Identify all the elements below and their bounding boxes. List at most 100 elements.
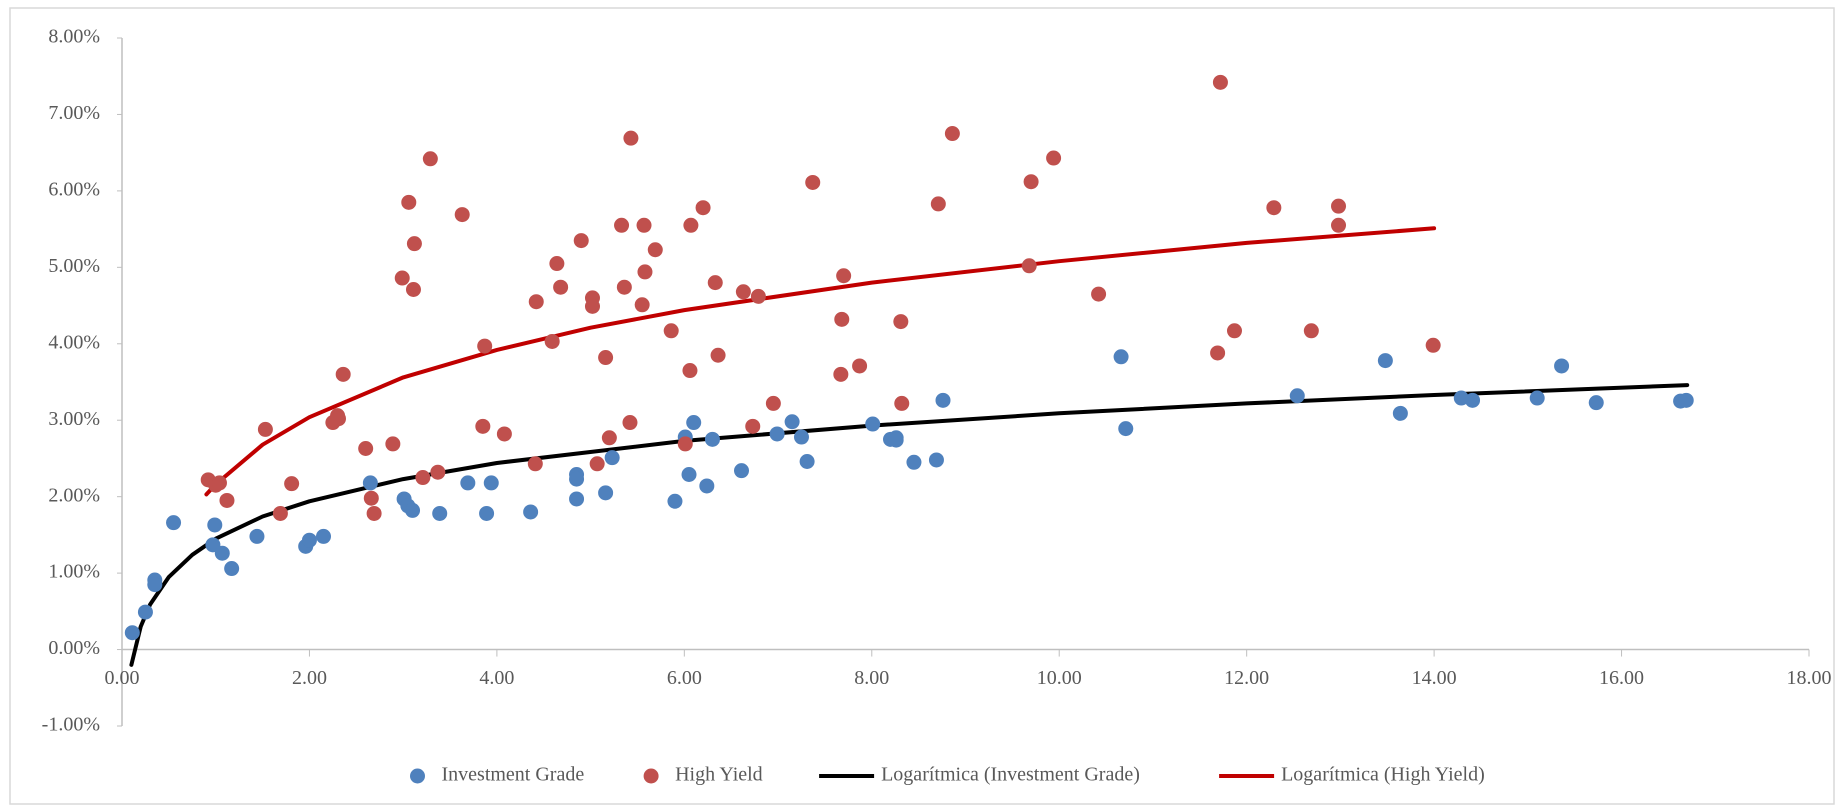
scatter-point xyxy=(636,217,652,233)
scatter-point xyxy=(401,194,417,210)
scatter-point xyxy=(805,174,821,190)
scatter-point xyxy=(704,431,720,447)
scatter-point xyxy=(496,426,512,442)
scatter-point xyxy=(137,604,153,620)
scatter-point xyxy=(569,491,585,507)
trend-line xyxy=(129,383,1690,667)
scatter-point xyxy=(799,454,815,470)
scatter-point xyxy=(623,130,639,146)
scatter-point xyxy=(765,395,781,411)
scatter-point xyxy=(366,505,382,521)
scatter-point xyxy=(852,358,868,374)
scatter-point xyxy=(1289,388,1305,404)
scatter-point xyxy=(528,294,544,310)
x-tick-label: 12.00 xyxy=(1224,667,1269,689)
scatter-point xyxy=(1303,323,1319,339)
scatter-point xyxy=(667,493,683,509)
x-tick-label: 10.00 xyxy=(1037,667,1082,689)
scatter-point xyxy=(1465,392,1481,408)
scatter-point xyxy=(589,456,605,472)
scatter-point xyxy=(207,517,223,533)
scatter-point xyxy=(601,430,617,446)
x-tick-label: 16.00 xyxy=(1599,667,1644,689)
scatter-point xyxy=(928,452,944,468)
y-tick-label: 0.00% xyxy=(48,637,100,659)
scatter-point xyxy=(335,366,351,382)
y-tick-label: 6.00% xyxy=(48,178,100,200)
scatter-point xyxy=(211,475,227,491)
scatter-point xyxy=(1377,353,1393,369)
scatter-point xyxy=(681,466,697,482)
scatter-point xyxy=(330,411,346,427)
scatter-point xyxy=(454,207,470,223)
scatter-point xyxy=(906,454,922,470)
scatter-point xyxy=(734,463,750,479)
scatter-point xyxy=(362,475,378,491)
scatter-point xyxy=(893,314,909,330)
scatter-point xyxy=(363,490,379,506)
y-tick-label: 4.00% xyxy=(48,331,100,353)
scatter-point xyxy=(710,347,726,363)
scatter-point xyxy=(549,256,565,272)
scatter-point xyxy=(477,338,493,354)
scatter-point xyxy=(224,561,240,577)
x-tick-label: 14.00 xyxy=(1412,667,1457,689)
scatter-point xyxy=(935,392,951,408)
scatter-point xyxy=(475,418,491,434)
scatter-point xyxy=(707,275,723,291)
scatter-point xyxy=(460,475,476,491)
scatter-point xyxy=(944,126,960,142)
scatter-point xyxy=(432,505,448,521)
scatter-point xyxy=(1331,198,1347,214)
scatter-point xyxy=(406,236,422,252)
y-tick-label: 7.00% xyxy=(48,102,100,124)
x-tick-label: 2.00 xyxy=(292,667,327,689)
scatter-point xyxy=(1554,358,1570,374)
scatter-point xyxy=(598,350,614,366)
scatter-point xyxy=(888,432,904,448)
scatter-point xyxy=(604,450,620,466)
scatter-point xyxy=(569,471,585,487)
legend-marker xyxy=(410,768,425,784)
scatter-point xyxy=(784,414,800,430)
scatter-point xyxy=(147,577,163,593)
scatter-point xyxy=(405,282,421,298)
y-tick-label: 8.00% xyxy=(48,26,100,48)
x-tick-label: 18.00 xyxy=(1787,667,1832,689)
scatter-point xyxy=(1118,421,1134,437)
scatter-point xyxy=(394,270,410,286)
y-tick-label: 5.00% xyxy=(48,255,100,277)
x-tick-label: 6.00 xyxy=(667,667,702,689)
scatter-point xyxy=(793,429,809,445)
scatter-point xyxy=(385,436,401,452)
scatter-point xyxy=(1091,286,1107,302)
x-tick-label: 0.00 xyxy=(105,667,140,689)
scatter-point xyxy=(430,464,446,480)
y-tick-label: 2.00% xyxy=(48,484,100,506)
scatter-point xyxy=(301,532,317,548)
scatter-point xyxy=(527,456,543,472)
scatter-point xyxy=(836,268,852,284)
scatter-point xyxy=(614,217,630,233)
chart-frame xyxy=(9,7,1835,805)
scatter-point xyxy=(1331,217,1347,233)
scatter-point xyxy=(865,416,881,432)
scatter-point xyxy=(686,415,702,431)
scatter-point xyxy=(479,505,495,521)
scatter-point xyxy=(1023,174,1039,190)
scatter-point xyxy=(647,242,663,258)
scatter-point xyxy=(544,333,560,349)
y-tick-label: 1.00% xyxy=(48,561,100,583)
scatter-point xyxy=(422,151,438,167)
scatter-point xyxy=(573,233,589,249)
scatter-point xyxy=(1210,345,1226,361)
x-tick-label: 4.00 xyxy=(479,667,514,689)
scatter-point xyxy=(769,426,785,442)
scatter-point xyxy=(358,441,374,457)
scatter-point xyxy=(1678,392,1694,408)
scatter-point xyxy=(1113,349,1129,365)
scatter-point xyxy=(699,478,715,494)
legend-label: High Yield xyxy=(675,764,763,786)
scatter-point xyxy=(1453,390,1469,406)
